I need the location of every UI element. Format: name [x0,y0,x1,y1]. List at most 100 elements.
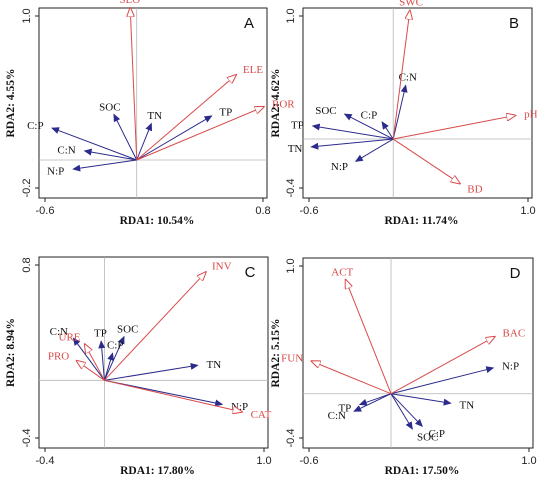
soil-label-np: N:P [47,165,64,177]
soil-label-tn: TN [207,359,222,371]
env-vector-swc [392,11,410,140]
soil-vector-tn [104,362,199,381]
env-label-inv: INV [212,260,232,272]
env-label-ror: ROR [272,98,295,110]
env-label-act: ACT [331,266,353,278]
panel-d: -0.6 1.0 1.0 -0.4 RDA1: 17.50% RDA2: 5.15% D N:… [270,257,537,477]
env-label-cat: CAT [251,409,272,421]
env-vector-bac [390,337,495,395]
soil-vector-cn [83,148,137,161]
env-vector-bd [392,138,460,184]
soil-vector-cp [381,121,394,140]
soil-vector-soc [343,113,394,140]
env-vector-slo [130,8,138,161]
panel-a: -0.6 0.8 1.0 -0.2 RDA1: 10.54% RDA2: 4.55% A C:… [5,0,295,227]
soil-vector-cn [353,393,392,412]
y-tick-label: 1.0 [285,8,297,23]
x-axis-label: RDA1: 17.50% [385,465,460,477]
y-tick-label: -0.4 [285,429,297,448]
x-tick-label: 1.0 [256,455,271,467]
plot-frame [38,256,269,449]
env-label-bac: BAC [503,327,526,339]
x-tick-label: -0.4 [36,455,55,467]
soil-label-cn: C:N [50,326,68,338]
x-tick-label: 1.0 [521,455,536,467]
soil-label-soc: SOC [417,432,438,444]
env-label-fun: FUN [281,353,303,365]
soil-vector-tp [136,115,213,161]
env-label-slo: SLO [119,0,140,6]
soil-label-tn: TN [288,143,303,155]
x-axis-label: RDA1: 11.74% [384,215,458,227]
y-tick-label: -0.4 [21,429,33,448]
y-axis-label: RDA2: 4.55% [5,69,17,138]
soil-vector-tp [358,393,392,406]
env-label-ph: pH [524,109,538,121]
soil-vector-tn [136,122,153,161]
soil-label-tn: TN [460,400,475,412]
soil-label-soc: SOC [99,101,120,113]
soil-vector-np [354,138,394,162]
soil-label-tp: TP [338,403,351,415]
env-vector-fun [312,361,392,395]
soil-label-cp: C:P [27,120,44,132]
env-vector-pro [77,361,105,381]
soil-label-cn: C:N [399,72,417,84]
y-tick-label: 1.0 [21,8,33,23]
y-axis-label: RDA2: 4.62% [270,69,282,138]
soil-label-soc: SOC [117,324,138,336]
soil-label-np: N:P [502,361,519,373]
soil-vector-cp [103,352,114,381]
soil-label-cp: C:P [107,340,124,352]
env-vector-ure [85,344,105,381]
x-tick-label: -0.6 [300,455,319,467]
y-axis-label: RDA2: 8.94% [5,318,17,387]
soil-vector-cp [390,393,423,428]
env-vector-ph [393,115,515,140]
soil-vector-tn [390,393,452,406]
soil-label-np: N:P [331,161,348,173]
env-label-ele: ELE [243,64,263,76]
env-label-pro: PRO [48,351,69,363]
panel-letter: D [510,265,521,282]
plot-frame [38,7,268,199]
soil-label-cn: C:N [57,144,75,156]
env-vector-ele [136,75,236,161]
env-label-bd: BD [467,184,482,196]
env-label-ure: URE [59,331,81,343]
panel-letter: B [509,15,519,32]
soil-vector-cp [51,127,137,161]
soil-vector-tp [98,340,106,381]
x-axis-label: RDA1: 17.80% [120,465,195,477]
plot-frame [302,257,534,449]
soil-label-tn: TN [147,110,162,122]
y-tick-label: 1.0 [285,258,297,273]
x-tick-label: 1.0 [520,205,535,217]
soil-vector-soc [113,113,138,161]
soil-label-soc: SOC [315,105,336,117]
env-vector-inv [104,272,205,381]
soil-vector-soc [103,335,125,381]
panel-letter: C [245,264,256,281]
soil-vector-soc [390,393,413,430]
x-tick-label: -0.6 [36,205,55,217]
x-axis-label: RDA1: 10.54% [120,215,195,227]
soil-label-tp: TP [94,327,107,339]
y-tick-label: 0.8 [21,257,33,272]
x-tick-label: -0.6 [300,205,319,217]
env-label-swc: SWC [399,0,423,9]
soil-vector-cn [392,84,408,140]
panel-c: -0.4 1.0 0.8 -0.4 RDA1: 17.80% RDA2: 8.94% C C:… [5,256,272,477]
soil-vector-tp [311,123,394,140]
panel-b: -0.6 1.0 1.0 -0.4 RDA1: 11.74% RDA2: 4.62% B C:… [270,0,538,227]
plot-frame [302,7,533,199]
soil-vector-np [72,159,137,172]
soil-label-cp: C:P [361,109,378,121]
env-vector-ror [136,107,264,161]
soil-vector-cn [72,337,105,381]
soil-label-cn: C:N [328,410,346,422]
x-tick-label: 0.8 [255,205,270,217]
y-tick-label: -0.4 [285,179,297,198]
soil-vector-tn [310,138,394,150]
